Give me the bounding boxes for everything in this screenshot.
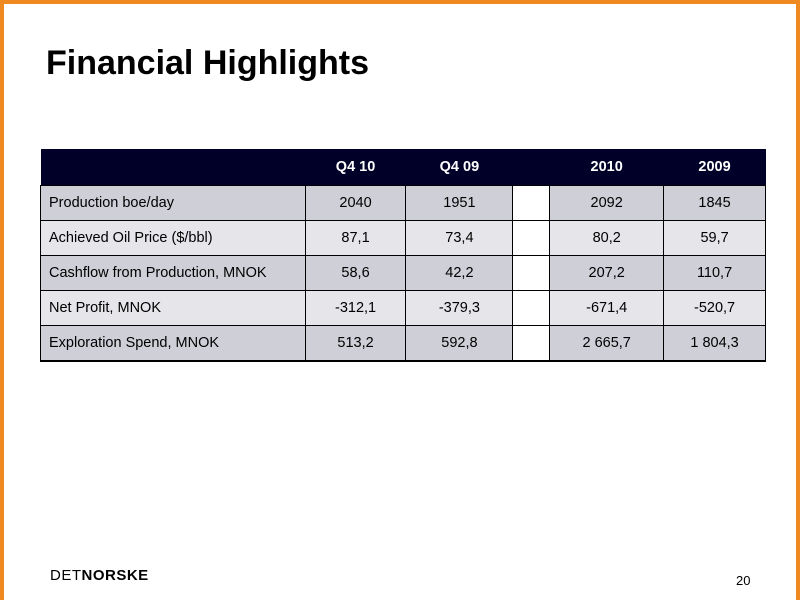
row-label: Production boe/day [40, 185, 306, 221]
cell-2010: 2 665,7 [549, 325, 665, 362]
cell-2010: -671,4 [549, 290, 665, 326]
logo-part-norske: NORSKE [81, 567, 149, 584]
header-label [40, 149, 306, 186]
table-row: Achieved Oil Price ($/bbl) 87,1 73,4 80,… [40, 220, 766, 256]
table-row: Net Profit, MNOK -312,1 -379,3 -671,4 -5… [40, 290, 766, 326]
financial-table: Q4 10 Q4 09 2010 2009 Production boe/day… [40, 149, 766, 362]
cell-2009: 1845 [663, 185, 766, 221]
table-row: Production boe/day 2040 1951 2092 1845 [40, 185, 766, 221]
cell-q4-10: 58,6 [304, 255, 407, 291]
cell-gap [512, 220, 551, 256]
table-header-row: Q4 10 Q4 09 2010 2009 [40, 149, 766, 186]
cell-gap [512, 255, 551, 291]
row-label: Cashflow from Production, MNOK [40, 255, 306, 291]
page-number: 20 [736, 573, 751, 588]
row-label: Net Profit, MNOK [40, 290, 306, 326]
header-q4-10: Q4 10 [305, 149, 406, 186]
cell-2009: 110,7 [663, 255, 766, 291]
cell-2010: 207,2 [549, 255, 665, 291]
page-title: Financial Highlights [46, 44, 370, 82]
logo-part-det: DET [50, 567, 82, 584]
header-gap [512, 149, 550, 186]
header-q4-09: Q4 09 [405, 149, 513, 186]
header-2009: 2009 [663, 149, 766, 186]
cell-q4-10: 87,1 [304, 220, 407, 256]
cell-q4-10: -312,1 [304, 290, 407, 326]
cell-gap [512, 185, 551, 221]
cell-q4-09: -379,3 [405, 290, 514, 326]
table-row: Exploration Spend, MNOK 513,2 592,8 2 66… [40, 325, 766, 362]
header-2010: 2010 [549, 149, 664, 186]
cell-gap [512, 325, 551, 362]
cell-q4-09: 73,4 [405, 220, 514, 256]
cell-gap [512, 290, 551, 326]
cell-2009: 59,7 [663, 220, 766, 256]
table-row: Cashflow from Production, MNOK 58,6 42,2… [40, 255, 766, 291]
cell-q4-10: 2040 [304, 185, 407, 221]
cell-2009: -520,7 [663, 290, 766, 326]
cell-2010: 2092 [549, 185, 665, 221]
cell-2009: 1 804,3 [663, 325, 766, 362]
company-logo: DETNORSKE [50, 567, 149, 584]
cell-q4-09: 42,2 [405, 255, 514, 291]
cell-q4-09: 1951 [405, 185, 514, 221]
row-label: Exploration Spend, MNOK [40, 325, 306, 362]
row-label: Achieved Oil Price ($/bbl) [40, 220, 306, 256]
cell-2010: 80,2 [549, 220, 665, 256]
cell-q4-09: 592,8 [405, 325, 514, 362]
cell-q4-10: 513,2 [304, 325, 407, 362]
